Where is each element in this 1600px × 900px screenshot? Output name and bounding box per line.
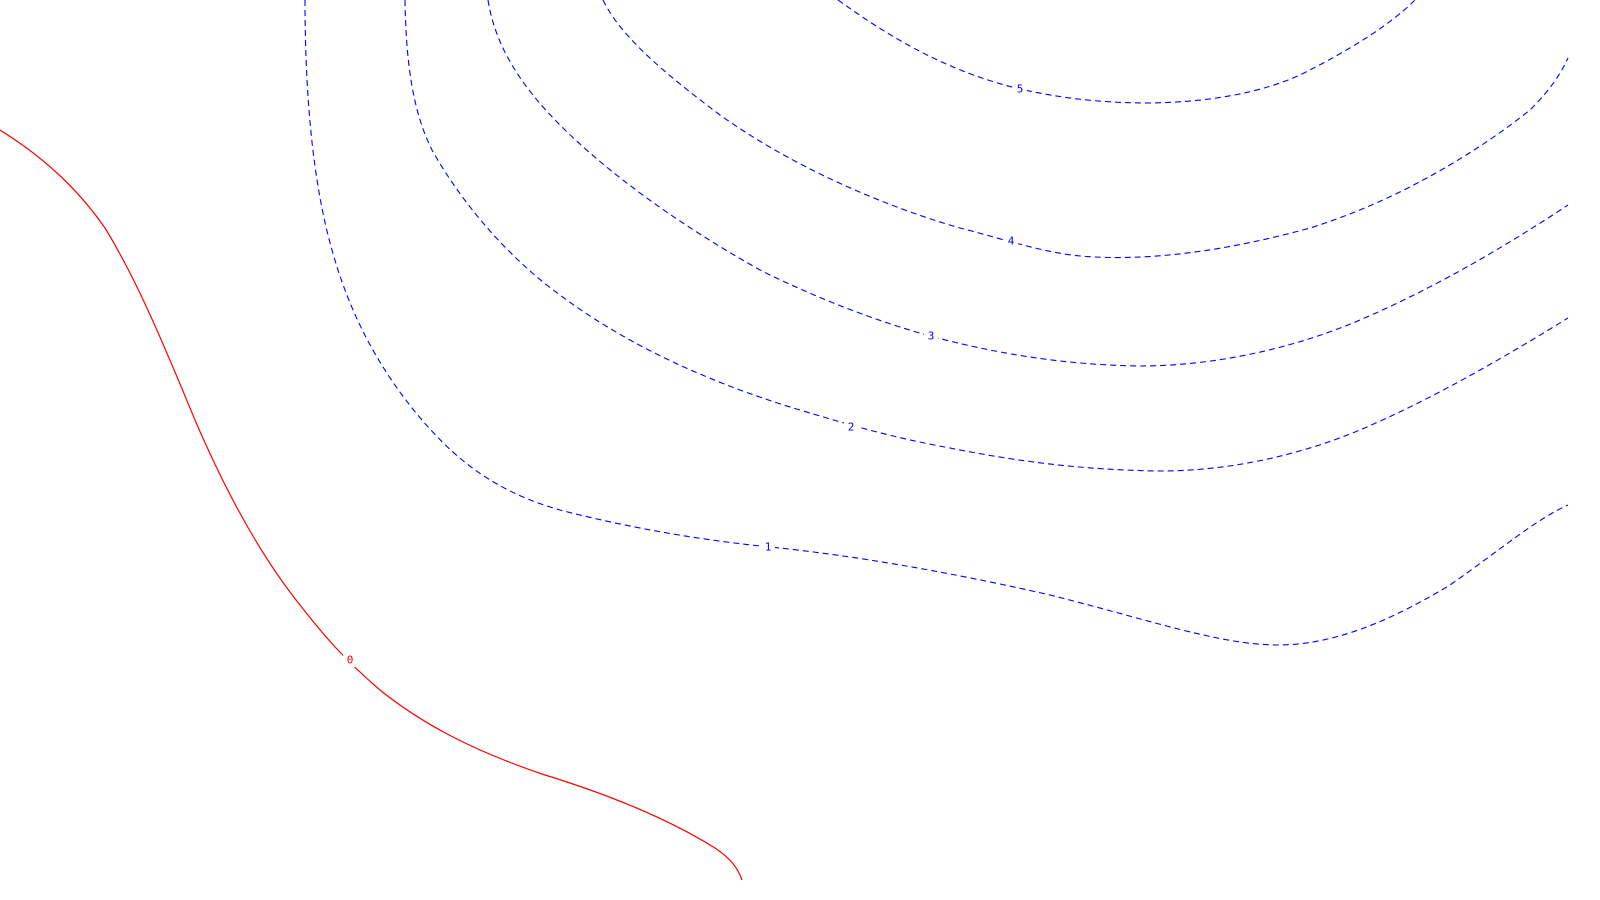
contour-label-1: 1 — [765, 541, 772, 554]
contour-line-1 — [304, 0, 1569, 646]
contour-line-0 — [0, 129, 743, 881]
contour-level-3: 3 — [487, 0, 1569, 367]
contour-level-4: 4 — [602, 0, 1569, 259]
contour-level-5: 5 — [837, 0, 1416, 104]
contour-line-5 — [837, 0, 1416, 104]
contour-line-2 — [404, 0, 1569, 472]
contour-label-0: 0 — [347, 654, 354, 667]
contour-line-3 — [487, 0, 1569, 367]
contour-label-5: 5 — [1017, 83, 1024, 96]
contour-level-1: 1 — [304, 0, 1569, 646]
contour-level-2: 2 — [404, 0, 1569, 472]
contour-line-4 — [602, 0, 1569, 259]
contour-label-3: 3 — [928, 330, 935, 343]
contour-level-0: 0 — [0, 129, 743, 881]
contour-label-2: 2 — [848, 421, 855, 434]
contour-label-4: 4 — [1008, 235, 1015, 248]
